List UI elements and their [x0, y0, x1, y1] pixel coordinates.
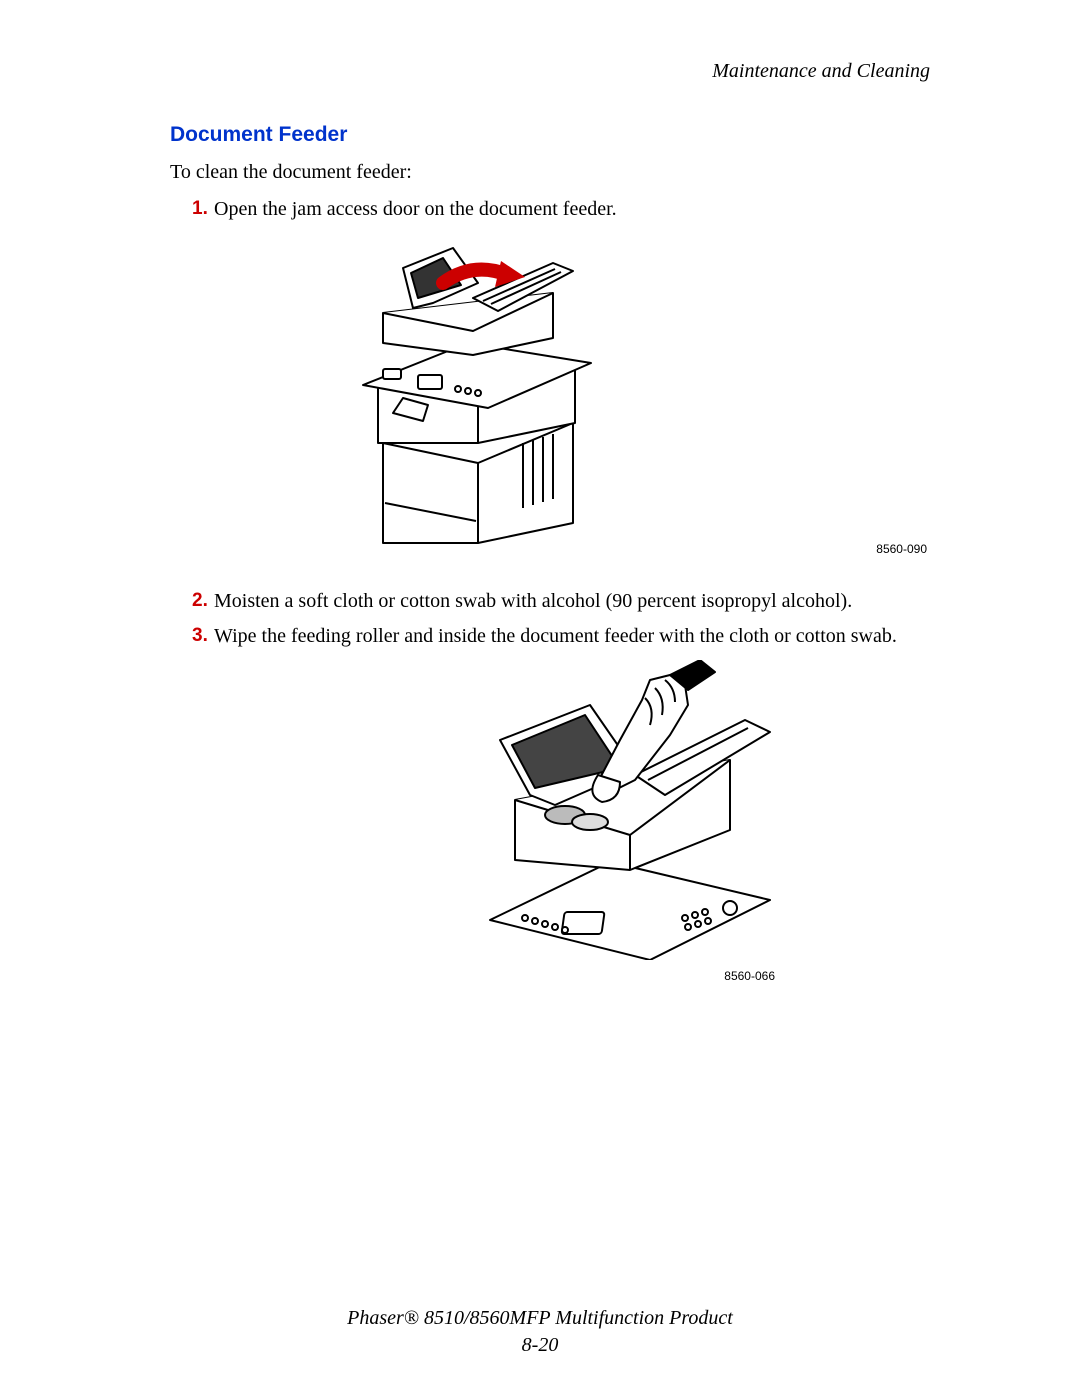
- steps-list: 1. Open the jam access door on the docum…: [170, 196, 930, 223]
- footer-page-number: 8-20: [0, 1334, 1080, 1357]
- intro-text: To clean the document feeder:: [170, 161, 930, 184]
- step-text: Wipe the feeding roller and inside the d…: [214, 625, 897, 647]
- steps-list-cont: 2. Moisten a soft cloth or cotton swab w…: [170, 588, 930, 650]
- step-text: Open the jam access door on the document…: [214, 198, 617, 220]
- printer-illustration-1: [323, 243, 623, 553]
- printer-illustration-2: [470, 660, 780, 960]
- figure-caption: 8560-090: [627, 542, 927, 556]
- section-heading: Document Feeder: [170, 123, 930, 147]
- step-item: 1. Open the jam access door on the docum…: [192, 196, 930, 223]
- footer-product: Phaser® 8510/8560MFP Multifunction Produ…: [0, 1307, 1080, 1330]
- header-section-path: Maintenance and Cleaning: [170, 60, 930, 83]
- step-item: 2. Moisten a soft cloth or cotton swab w…: [192, 588, 930, 615]
- figure-caption: 8560-066: [475, 969, 775, 983]
- page-footer: Phaser® 8510/8560MFP Multifunction Produ…: [0, 1307, 1080, 1357]
- step-number: 2.: [192, 588, 208, 614]
- step-text: Moisten a soft cloth or cotton swab with…: [214, 590, 852, 612]
- step-number: 3.: [192, 623, 208, 649]
- step-number: 1.: [192, 196, 208, 222]
- figure-2: 8560-066: [320, 660, 930, 985]
- figure-1: 8560-090: [320, 243, 930, 558]
- step-item: 3. Wipe the feeding roller and inside th…: [192, 623, 930, 650]
